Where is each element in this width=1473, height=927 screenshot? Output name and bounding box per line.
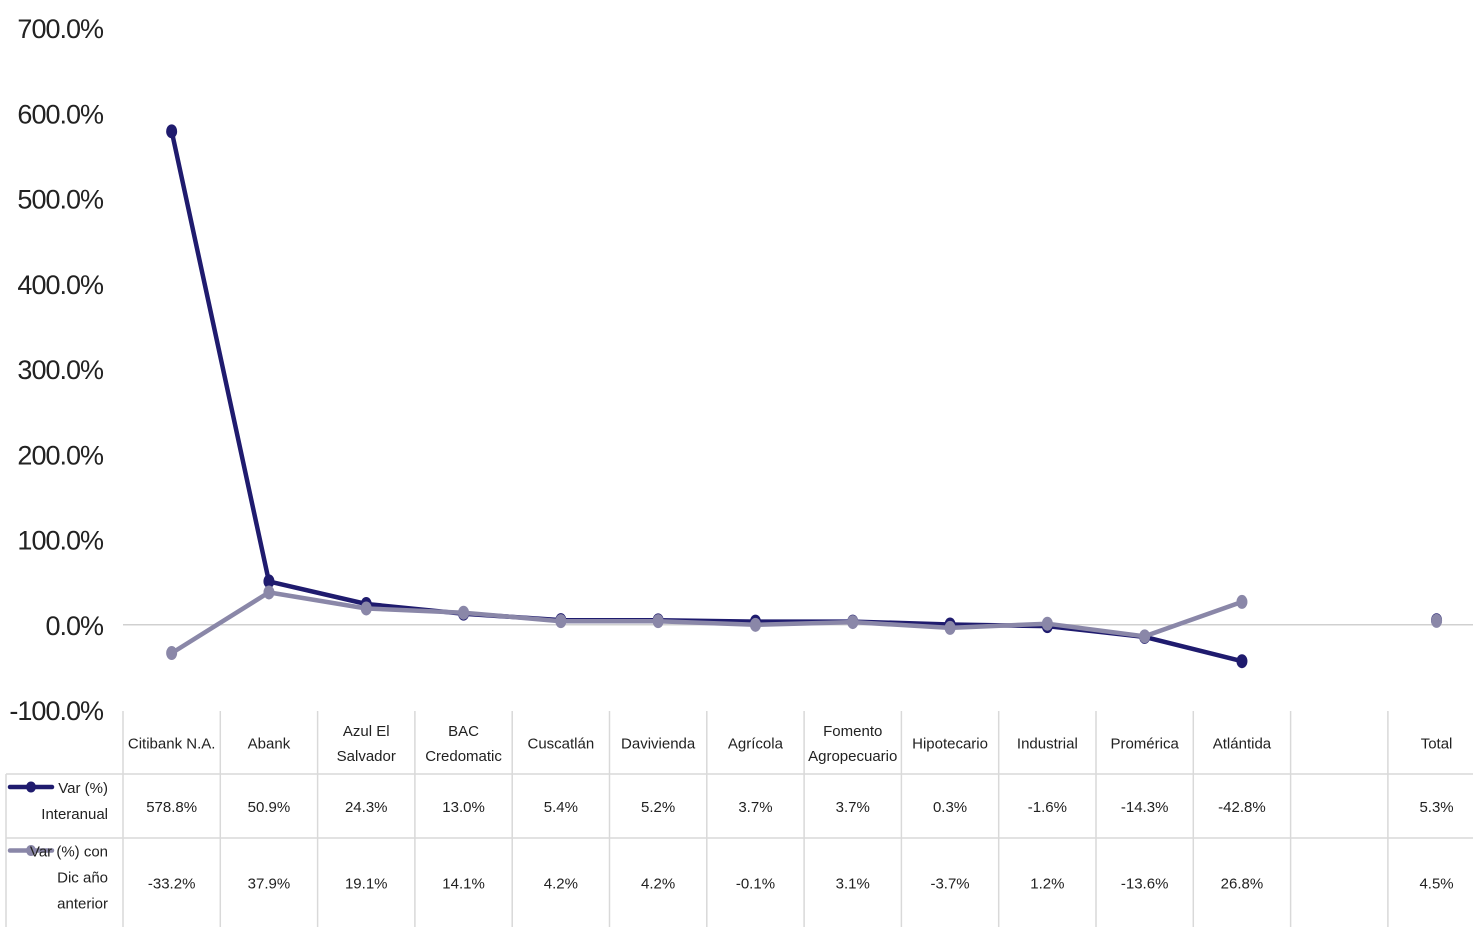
- data-point: [749, 617, 761, 632]
- data-point: [847, 615, 859, 630]
- data-point: [458, 605, 470, 620]
- data-point: [1236, 594, 1248, 609]
- data-label: 26.8%: [1221, 876, 1264, 893]
- category-label: Industrial: [1017, 736, 1078, 753]
- data-label: 3.7%: [738, 799, 772, 816]
- category-label: Total: [1421, 736, 1453, 753]
- series-line-2: [169, 590, 1245, 656]
- category-label: Abank: [248, 736, 291, 753]
- legend-label: Interanual: [41, 806, 108, 823]
- data-label: 13.0%: [442, 799, 485, 816]
- y-tick-label: 100.0%: [17, 526, 104, 556]
- data-point: [360, 601, 372, 616]
- category-label: Citibank N.A.: [128, 736, 216, 753]
- y-tick-label: 700.0%: [17, 14, 104, 44]
- legend-label: anterior: [57, 896, 108, 913]
- category-label: Davivienda: [621, 736, 696, 753]
- legend-label: Dic año: [57, 870, 108, 887]
- data-label: 5.4%: [544, 799, 578, 816]
- category-label: Promérica: [1110, 736, 1179, 753]
- data-label: 1.2%: [1030, 876, 1064, 893]
- data-label: -14.3%: [1121, 799, 1169, 816]
- data-label: 3.7%: [836, 799, 870, 816]
- data-label: -1.6%: [1028, 799, 1067, 816]
- category-label: Hipotecario: [912, 736, 988, 753]
- data-table: Citibank N.A. Abank Azul El Salvador BAC Cred…: [5, 711, 1473, 927]
- data-label: 4.5%: [1419, 876, 1453, 893]
- data-point: [263, 574, 275, 589]
- y-tick-label: 500.0%: [17, 185, 104, 215]
- data-label: -33.2%: [148, 876, 196, 893]
- data-label: 3.1%: [836, 876, 870, 893]
- data-label: 5.2%: [641, 799, 675, 816]
- y-axis: 700.0% 600.0% 500.0% 400.0% 300.0% 200.0% 100.…: [9, 14, 105, 726]
- category-label: Atlántida: [1213, 736, 1272, 753]
- legend-label: Var (%) con: [30, 844, 108, 861]
- data-point: [944, 620, 956, 635]
- plot-area: [123, 124, 1473, 669]
- data-label: 14.1%: [442, 876, 485, 893]
- category-label: Agropecuario: [808, 748, 897, 765]
- data-label: -0.1%: [736, 876, 775, 893]
- data-label: 37.9%: [248, 876, 291, 893]
- y-tick-label: 0.0%: [45, 611, 104, 641]
- category-label: Credomatic: [425, 748, 502, 765]
- data-point: [166, 124, 178, 139]
- y-tick-label: 300.0%: [17, 355, 104, 385]
- data-label: 4.2%: [641, 876, 675, 893]
- y-tick-label: 600.0%: [17, 99, 104, 129]
- category-label: Fomento: [823, 723, 882, 740]
- y-tick-label: 400.0%: [17, 270, 104, 300]
- data-point: [263, 585, 275, 600]
- category-label: Salvador: [337, 748, 396, 765]
- category-label: BAC: [448, 723, 479, 740]
- data-point: [1431, 613, 1443, 628]
- data-label: -3.7%: [930, 876, 969, 893]
- data-label: 4.2%: [544, 876, 578, 893]
- data-point: [555, 614, 567, 629]
- data-label: -13.6%: [1121, 876, 1169, 893]
- category-label: Agrícola: [728, 736, 784, 753]
- data-label: -42.8%: [1218, 799, 1266, 816]
- legend-key-marker: [26, 845, 36, 856]
- data-label: 19.1%: [345, 876, 388, 893]
- data-point: [1236, 654, 1248, 669]
- data-point: [1139, 629, 1151, 644]
- y-tick-label: -100.0%: [9, 696, 104, 726]
- series-line-1: [169, 129, 1245, 664]
- data-label: 5.3%: [1419, 799, 1453, 816]
- y-tick-label: 200.0%: [17, 440, 104, 470]
- data-label: 578.8%: [146, 799, 197, 816]
- data-point: [652, 614, 664, 629]
- data-point: [1041, 616, 1053, 631]
- data-label: 0.3%: [933, 799, 967, 816]
- data-label: 50.9%: [248, 799, 291, 816]
- data-label: 24.3%: [345, 799, 388, 816]
- legend-key-marker: [26, 781, 36, 793]
- legend-label: Var (%): [58, 780, 108, 797]
- category-label: Cuscatlán: [527, 736, 594, 753]
- data-point: [166, 646, 178, 661]
- category-label: Azul El: [343, 723, 390, 740]
